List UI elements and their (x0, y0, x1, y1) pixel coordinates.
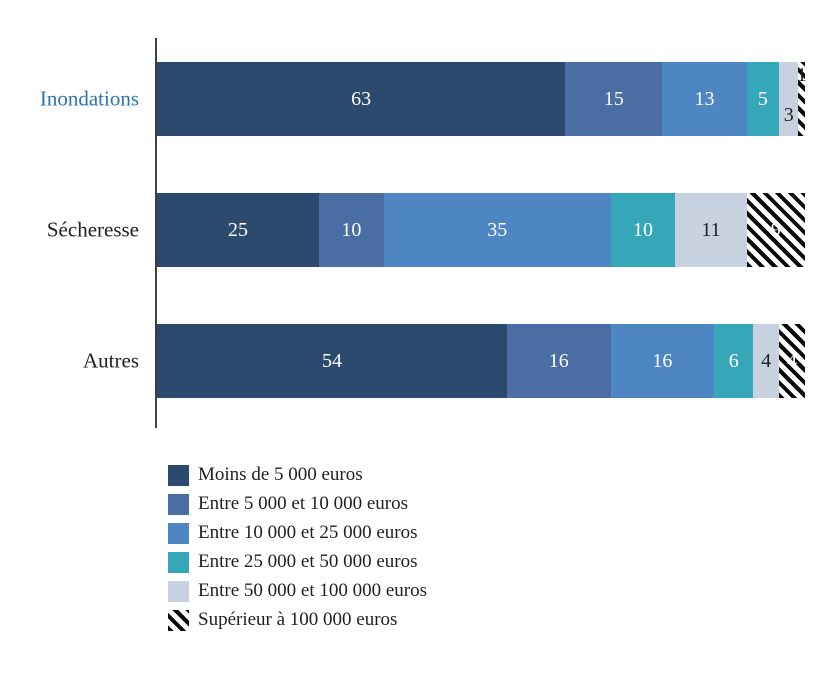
legend-label: Entre 25 000 et 50 000 euros (198, 551, 418, 572)
bar-segment: 6 (714, 324, 754, 398)
bar-value-label: 11 (701, 219, 721, 241)
legend-swatch (168, 551, 189, 573)
bar-segment: 16 (506, 324, 611, 398)
category-label: Inondations (39, 86, 139, 111)
legend-item: Entre 50 000 et 100 000 euros (168, 580, 817, 602)
bar-segment: 3 (779, 62, 799, 136)
bar-segment: 16 (610, 324, 715, 398)
bar-segment: 35 (383, 193, 611, 267)
legend-label: Entre 50 000 et 100 000 euros (198, 580, 428, 601)
bar-value-label: 3 (783, 104, 794, 126)
bar-value-label: 4 (761, 350, 772, 372)
bar-value-label: 16 (548, 350, 569, 372)
bar-segment: 9 (746, 193, 805, 267)
bar-segment: 1 (796, 62, 807, 136)
bar-segment: 5 (746, 62, 780, 136)
bar-segment: 54 (157, 324, 507, 398)
bar-value-label: 63 (351, 88, 372, 110)
category-label: Autres (83, 348, 139, 373)
bar-segment: 4 (779, 324, 805, 398)
category-label: Sécheresse (46, 217, 139, 242)
plot-area: Inondations 63 15 13 5 3 1 Sécheresse 25 10 35 10 11… (40, 38, 807, 428)
legend-label: Entre 10 000 et 25 000 euros (198, 522, 418, 543)
legend-item: Moins de 5 000 euros (168, 464, 817, 486)
bar-segment: 13 (662, 62, 747, 136)
legend-swatch (168, 493, 189, 515)
legend-swatch (168, 580, 189, 602)
legend-swatch (168, 522, 189, 544)
bar-segment: 4 (753, 324, 780, 398)
bar-segment: 25 (157, 193, 319, 267)
bar-value-label: 16 (652, 350, 673, 372)
legend-label: Moins de 5 000 euros (198, 464, 363, 485)
legend-swatch (168, 464, 189, 486)
bar-segment: 15 (565, 62, 663, 136)
bar-value-label: 25 (228, 219, 248, 241)
stacked-bar-chart: Inondations 63 15 13 5 3 1 Sécheresse 25 10 35 10 11… (40, 38, 817, 631)
bar-row: Sécheresse 25 10 35 10 11 9 (47, 193, 805, 267)
legend-item: Entre 10 000 et 25 000 euros (168, 522, 817, 544)
bar-value-label: 6 (728, 350, 739, 372)
bar-row: Autres 54 16 16 6 4 4 (83, 324, 805, 398)
bar-value-label: 5 (757, 88, 768, 110)
legend-item: Entre 25 000 et 50 000 euros (168, 551, 817, 573)
bar-row: Inondations 63 15 13 5 3 1 (40, 62, 807, 136)
bar-segment: 63 (157, 62, 566, 136)
bar-value-label: 35 (487, 219, 508, 241)
bar-segment: 10 (610, 193, 676, 267)
bar-value-label: 10 (632, 219, 653, 241)
bar-segment: 10 (319, 193, 384, 267)
legend-label: Entre 5 000 et 10 000 euros (198, 493, 409, 514)
bar-value-label: 54 (321, 350, 342, 372)
legend-label: Supérieur à 100 000 euros (198, 609, 398, 630)
bar-value-label: 9 (770, 219, 781, 241)
bar-value-label: 13 (694, 88, 715, 110)
bar-value-label: 1 (796, 64, 807, 86)
bar-value-label: 4 (786, 350, 797, 372)
legend-item: Supérieur à 100 000 euros (168, 609, 817, 631)
bar-value-label: 15 (603, 88, 624, 110)
bar-value-label: 10 (341, 219, 362, 241)
bar-segment: 11 (675, 193, 747, 267)
legend-swatch (168, 609, 189, 631)
legend-item: Entre 5 000 et 10 000 euros (168, 493, 817, 515)
legend: Moins de 5 000 euros Entre 5 000 et 10 00… (168, 464, 817, 631)
